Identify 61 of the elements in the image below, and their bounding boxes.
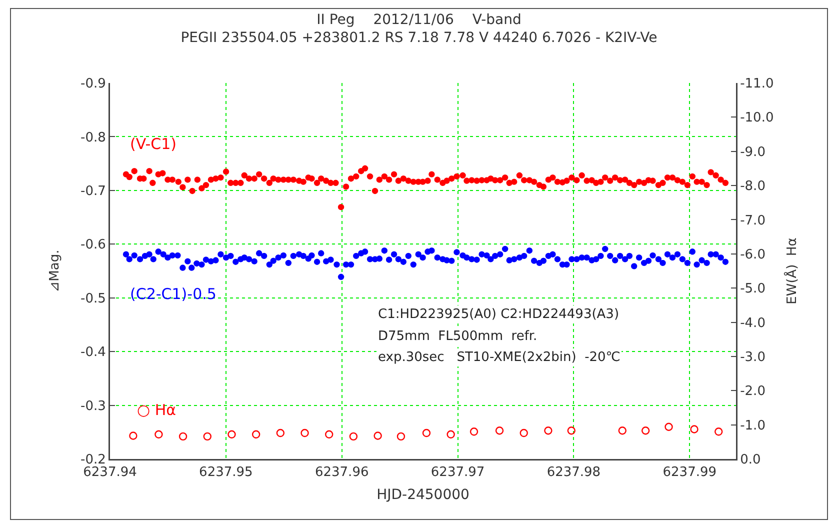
y2-tick-label: -4.0 — [740, 316, 766, 331]
y-tick-label: -0.8 — [80, 130, 106, 146]
y2-tick-label: -11.0 — [740, 76, 774, 92]
y-tick-label: -0.4 — [80, 345, 106, 360]
point — [446, 430, 455, 438]
y2-tick-label: -6.0 — [740, 247, 766, 262]
y2-tick-label: -7.0 — [740, 213, 766, 228]
y2-axis-title: EW(Å) Hα — [783, 238, 800, 304]
chart-title: II Peg 2012/11/06 V-band — [316, 12, 522, 28]
point — [714, 428, 723, 436]
point — [276, 428, 285, 438]
y-tick-label: -0.2 — [80, 452, 106, 468]
point — [349, 432, 358, 441]
point — [544, 426, 552, 435]
series-label: (V-C1) — [130, 135, 177, 153]
y-tick-label: -0.9 — [80, 76, 106, 92]
point — [396, 432, 406, 441]
x-tick-label: 6237.99 — [662, 465, 717, 480]
point — [495, 426, 504, 435]
annotation: C1:HD223925(A0) C2:HD224493(A3) — [378, 307, 620, 322]
x-tick-label: 6237.94 — [83, 465, 137, 480]
y2-tick-label: -8.0 — [740, 179, 766, 194]
y-tick-label: -0.7 — [80, 184, 106, 199]
point — [178, 432, 188, 441]
point — [641, 426, 650, 435]
y-tick-label: -0.3 — [80, 398, 106, 414]
point — [252, 430, 260, 438]
y2-tick-label: -10.0 — [740, 110, 774, 126]
x-tick-label: 6237.98 — [546, 465, 601, 480]
x-axis-title: HJD-2450000 — [376, 487, 470, 504]
point — [422, 428, 431, 438]
point — [129, 432, 138, 440]
point — [325, 430, 334, 438]
chart-subtitle: PEGII 235504.05 +283801.2 RS 7.18 7.78 V 44240 6.7026 - K2IV-Ve — [180, 30, 658, 46]
point — [154, 430, 163, 438]
point — [664, 422, 673, 431]
y-axis-title: ⊿Mag. — [48, 250, 63, 292]
y2-tick-label: -5.0 — [740, 282, 766, 297]
annotation: exp.30sec ST10-XME(2x2bin) -20℃ — [378, 350, 620, 365]
y-tick-label: -0.6 — [80, 238, 106, 253]
point — [690, 425, 698, 434]
x-tick-label: 6237.95 — [199, 465, 253, 480]
point — [374, 432, 382, 440]
series-label: ○ Hα — [137, 401, 176, 419]
point — [228, 430, 236, 438]
point — [300, 428, 309, 438]
y2-tick-label: -2.0 — [740, 384, 766, 400]
x-tick-label: 6237.97 — [430, 465, 485, 480]
point — [203, 432, 212, 441]
point — [520, 428, 528, 438]
y2-tick-label: -1.0 — [740, 418, 766, 434]
y2-tick-label: 0.0 — [740, 452, 761, 468]
annotation: D75mm FL500mm refr. — [378, 329, 538, 344]
x-tick-label: 6237.96 — [314, 465, 369, 480]
y2-tick-label: -9.0 — [740, 144, 766, 160]
point — [470, 428, 478, 436]
point — [618, 426, 626, 435]
y2-tick-label: -3.0 — [740, 350, 766, 365]
series-label: (C2-C1)-0.5 — [130, 285, 216, 303]
y-tick-label: -0.5 — [80, 291, 106, 306]
point — [567, 426, 576, 435]
